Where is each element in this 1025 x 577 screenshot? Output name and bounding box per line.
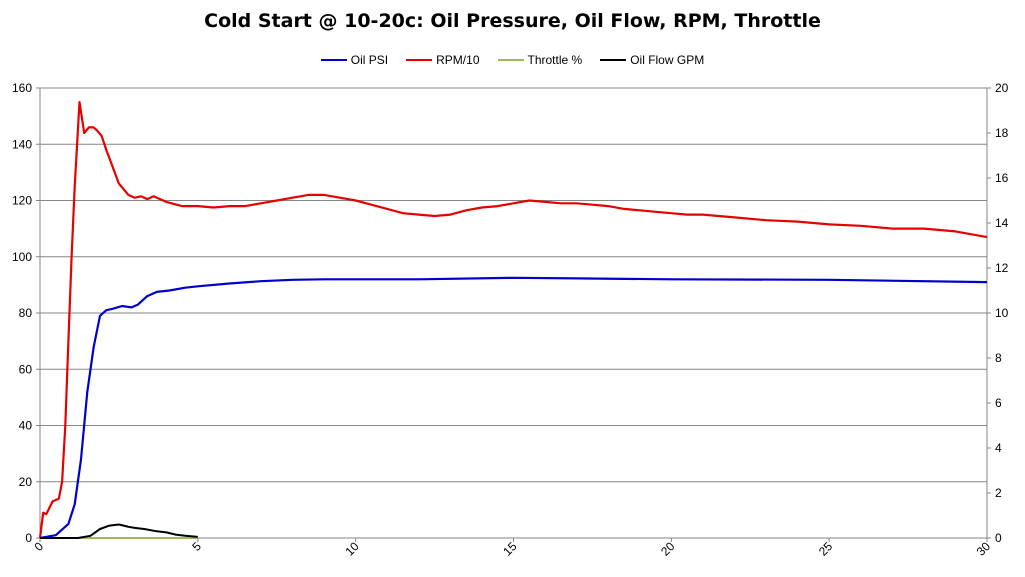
x-tick-label: 10 bbox=[342, 539, 362, 559]
y-right-tick-label: 8 bbox=[995, 351, 1002, 365]
legend-item-throttle: Throttle % bbox=[497, 53, 583, 67]
x-tick-label: 15 bbox=[500, 539, 520, 559]
legend-swatch-oil-flow bbox=[600, 59, 627, 61]
y-left-tick-label: 120 bbox=[12, 194, 32, 208]
legend-swatch-rpm bbox=[406, 59, 433, 61]
grid-lines bbox=[40, 87, 987, 539]
legend-item-oil-flow: Oil Flow GPM bbox=[600, 53, 704, 67]
y-right-tick-label: 10 bbox=[995, 306, 1009, 320]
x-tick-label: 0 bbox=[31, 539, 46, 554]
axes: 0 20 40 60 80 100 120 140 160 0 2 4 6 8 10 12 14 16 18 20 0 5… bbox=[12, 81, 1009, 559]
x-tick-label: 25 bbox=[816, 539, 836, 559]
y-left-tick-label: 160 bbox=[12, 81, 32, 95]
y-right-tick-label: 20 bbox=[995, 81, 1009, 95]
y-right-tick-label: 14 bbox=[995, 216, 1009, 230]
series-lines bbox=[38, 100, 988, 540]
legend-label-oil-flow: Oil Flow GPM bbox=[630, 53, 705, 67]
x-tick-label: 5 bbox=[189, 539, 204, 554]
y-left-tick-label: 0 bbox=[25, 531, 32, 545]
y-right-tick-label: 12 bbox=[995, 261, 1009, 275]
y-right-tick-label: 2 bbox=[995, 486, 1002, 500]
y-right-tick-label: 0 bbox=[995, 531, 1002, 545]
x-tick-label: 30 bbox=[974, 539, 994, 559]
y-left-tick-label: 20 bbox=[19, 475, 33, 489]
legend-item-rpm: RPM/10 bbox=[406, 53, 480, 67]
legend-item-oil-psi: Oil PSI bbox=[320, 53, 389, 67]
y-left-tick-label: 80 bbox=[19, 306, 33, 320]
chart-title: Cold Start @ 10-20c: Oil Pressure, Oil F… bbox=[204, 10, 821, 32]
legend-label-rpm: RPM/10 bbox=[436, 53, 480, 67]
y-left-tick-label: 100 bbox=[12, 250, 32, 264]
y-right-tick-label: 4 bbox=[995, 441, 1002, 455]
series-line-oil-psi bbox=[39, 276, 988, 540]
x-tick-label: 20 bbox=[658, 539, 678, 559]
legend-label-oil-psi: Oil PSI bbox=[350, 53, 389, 67]
y-right-tick-label: 6 bbox=[995, 396, 1002, 410]
legend-swatch-oil-psi bbox=[320, 59, 347, 61]
y-left-tick-label: 40 bbox=[19, 419, 33, 433]
series-line-rpm-10 bbox=[38, 100, 988, 539]
y-right-tick-label: 18 bbox=[995, 126, 1009, 140]
legend-swatch-throttle bbox=[497, 59, 524, 61]
legend-label-throttle: Throttle % bbox=[527, 53, 583, 67]
y-right-tick-label: 16 bbox=[995, 171, 1009, 185]
chart-legend: Oil PSI RPM/10 Throttle % Oil Flow GPM bbox=[0, 53, 1025, 67]
series-line-oil-flow-gpm bbox=[40, 523, 198, 539]
y-left-tick-label: 60 bbox=[19, 362, 33, 376]
y-left-tick-label: 140 bbox=[12, 137, 32, 151]
